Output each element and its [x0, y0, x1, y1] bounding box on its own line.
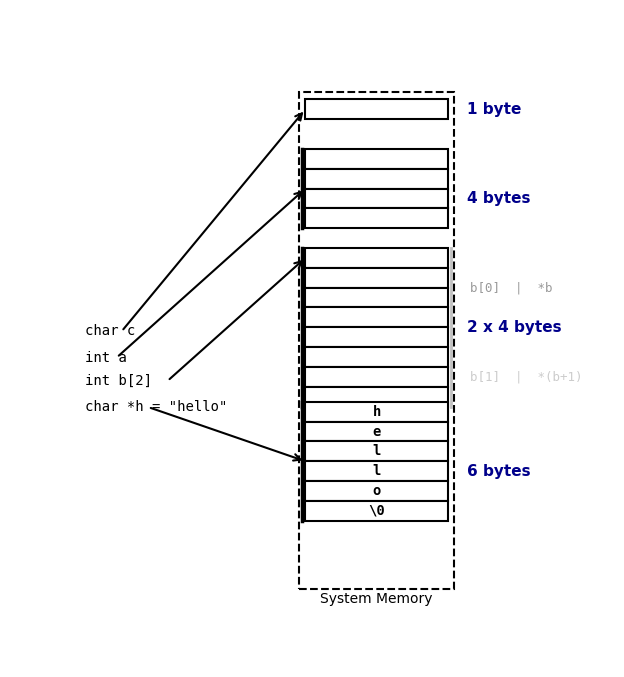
Bar	[305, 347, 448, 367]
Bar	[305, 268, 448, 288]
Text: char *h = "hello": char *h = "hello"	[85, 400, 228, 414]
Text: 4 bytes: 4 bytes	[467, 191, 531, 206]
Bar	[305, 189, 448, 209]
Bar	[305, 481, 448, 501]
Text: h: h	[373, 405, 381, 419]
Text: l: l	[373, 444, 381, 458]
Text: 6 bytes: 6 bytes	[467, 464, 531, 479]
Text: char c: char c	[85, 324, 135, 338]
Text: \0: \0	[368, 504, 385, 518]
Bar	[305, 461, 448, 481]
Bar	[305, 149, 448, 169]
Bar	[305, 327, 448, 347]
Text: l: l	[373, 464, 381, 478]
Bar	[305, 288, 448, 307]
Text: System Memory: System Memory	[320, 592, 433, 606]
Bar	[305, 501, 448, 521]
Bar	[305, 169, 448, 189]
Text: b[1]  |  *(b+1): b[1] | *(b+1)	[470, 370, 582, 383]
Text: 1 byte: 1 byte	[467, 102, 522, 117]
Bar	[305, 100, 448, 119]
Bar	[305, 402, 448, 422]
Bar	[305, 422, 448, 441]
Bar	[305, 441, 448, 461]
Bar	[305, 387, 448, 406]
Bar	[305, 209, 448, 228]
Text: 2 x 4 bytes: 2 x 4 bytes	[467, 320, 562, 335]
Bar	[305, 248, 448, 268]
Bar	[300, 91, 454, 590]
Text: e: e	[373, 424, 381, 439]
Text: int b[2]: int b[2]	[85, 374, 152, 388]
Bar	[305, 367, 448, 387]
Text: o: o	[373, 484, 381, 498]
Bar	[305, 307, 448, 327]
Text: int a: int a	[85, 351, 127, 364]
Text: b[0]  |  *b: b[0] | *b	[470, 281, 552, 294]
